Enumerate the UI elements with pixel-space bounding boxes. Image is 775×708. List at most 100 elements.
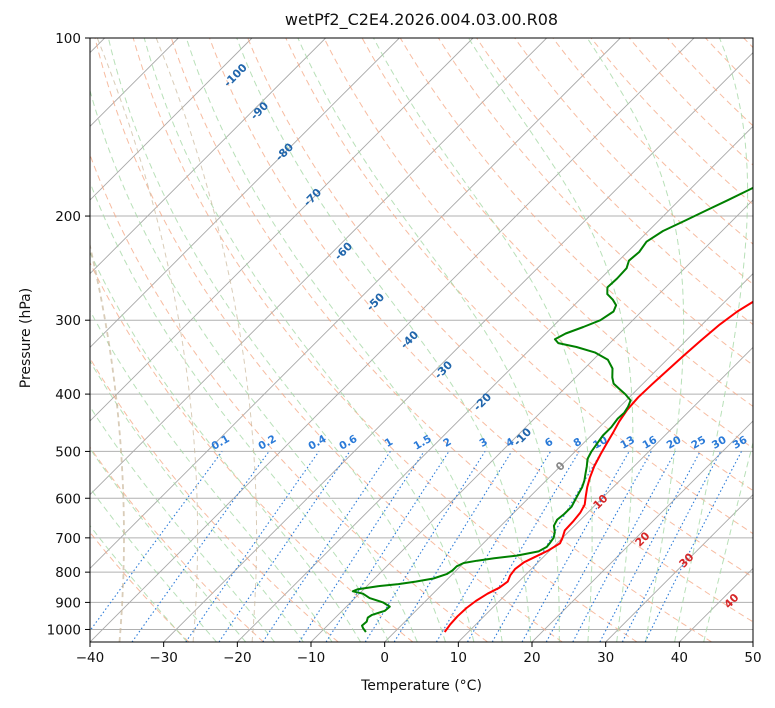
dry-adiabat-label: -80: [273, 140, 296, 163]
dry-adiabat: [361, 38, 753, 449]
mixing-ratio-line: [599, 451, 701, 642]
moist-adiabat: [297, 38, 560, 642]
mixing-ratio-line: [262, 451, 391, 642]
isotherm: [458, 346, 753, 642]
dry-adiabat: [399, 38, 753, 408]
isotherm: [90, 38, 400, 348]
dry-adiabat: [170, 38, 712, 642]
mixing-ratio-line: [298, 451, 425, 642]
dry-adiabat: [552, 38, 753, 245]
dry-adiabat: [209, 38, 753, 623]
x-tick-label: 40: [671, 650, 688, 666]
x-tick-label: 30: [597, 650, 614, 666]
mixing-ratio-label: 30: [710, 434, 729, 452]
mixing-ratio-label: 20: [665, 434, 684, 452]
mixing-ratio-line: [621, 451, 722, 642]
isotherm: [752, 641, 753, 642]
mixing-ratio-line: [467, 451, 580, 642]
moist-adiabat: [90, 309, 333, 642]
isotherm: [90, 38, 547, 496]
x-tick-label: −30: [149, 650, 178, 666]
mixing-ratio-line: [521, 451, 630, 642]
dry-adiabat-label: -90: [248, 99, 271, 122]
moist-adiabat-label: 10: [591, 492, 611, 512]
y-tick-label: 800: [55, 565, 81, 581]
dry-adiabat: [743, 38, 753, 49]
moist-adiabat: [703, 440, 753, 642]
saturated-adiabat-reference: [96, 38, 199, 642]
dry-adiabat: [285, 38, 753, 535]
background-lines: [90, 38, 753, 642]
mixing-ratio-line: [131, 451, 270, 642]
x-axis-label: Temperature (°C): [361, 678, 482, 694]
profiles: [351, 186, 753, 633]
mixing-ratio-line: [325, 451, 450, 642]
mixing-ratio-label: 0.1: [210, 433, 232, 453]
dry-adiabat-label: -40: [398, 328, 421, 351]
dry-adiabat-label: -60: [332, 239, 355, 262]
y-tick-label: 600: [55, 491, 81, 507]
isotherm: [90, 38, 179, 127]
y-tick-label: 500: [55, 444, 81, 460]
x-tick-label: −10: [297, 650, 326, 666]
y-tick-label: 1000: [47, 622, 81, 638]
mixing-ratio-line: [90, 451, 223, 632]
isotherm: [90, 38, 105, 54]
moist-adiabat: [143, 38, 475, 642]
y-tick-label: 100: [55, 31, 81, 47]
dry-adiabat: [90, 261, 414, 642]
x-tick-label: 0: [380, 650, 389, 666]
dry-adiabat: [476, 38, 753, 326]
dry-adiabat: [90, 446, 264, 642]
moist-adiabat: [236, 38, 532, 642]
axes: −40 −30 −20 −10 0 10 20 30 40 5010020030040050060…: [47, 31, 762, 666]
y-tick-label: 700: [55, 531, 81, 547]
moist-adiabat: [90, 251, 362, 642]
mixing-ratio-line: [572, 451, 676, 642]
moist-adiabat: [90, 447, 247, 642]
plot-frame: [89, 37, 754, 643]
temperature-profile: [443, 300, 753, 633]
saturated-adiabat-reference: [155, 38, 258, 642]
mixing-ratio-line: [545, 451, 652, 642]
dry-adiabat-label: -100: [221, 61, 250, 90]
mixing-ratio-label: 6: [543, 436, 555, 450]
moist-adiabat: [107, 38, 446, 642]
mixing-ratio-label: 36: [731, 434, 750, 452]
isotherm: [384, 273, 753, 642]
dry-adiabat: [90, 531, 190, 642]
moist-adiabat: [90, 360, 304, 642]
x-tick-label: 50: [744, 650, 761, 666]
mixing-ratio-line: [393, 451, 513, 642]
dry-adiabat: [323, 38, 753, 492]
dry-adiabat: [247, 38, 753, 578]
isotherm: [310, 199, 753, 642]
dry-adiabat: [132, 38, 638, 642]
dry-adiabat-label: -30: [432, 358, 455, 381]
x-tick-label: −20: [223, 650, 252, 666]
dry-adiabat: [705, 38, 753, 88]
dry-adiabat-label: -50: [364, 290, 387, 313]
moist-adiabat: [90, 181, 390, 642]
isotherm: [90, 38, 621, 569]
chart-title: wetPf2_C2E4.2026.004.03.00.R08: [284, 10, 559, 29]
moist-adiabat-label: 40: [722, 591, 742, 611]
moist-adiabat: [674, 38, 749, 642]
mixing-ratio-label: 3: [477, 436, 489, 450]
isotherm: [605, 494, 753, 642]
isotherm: [90, 38, 326, 275]
mixing-ratio-line: [218, 451, 351, 642]
mixing-ratio-line: [644, 451, 742, 642]
moist-adiabat: [185, 38, 503, 642]
dry-adiabat: [514, 38, 753, 285]
mixing-ratio-line: [364, 451, 486, 642]
mixing-ratio-line: [185, 451, 320, 642]
mixing-ratio-label: 16: [640, 434, 659, 452]
isotherm: [163, 52, 753, 642]
y-tick-label: 900: [55, 595, 81, 611]
mixing-ratio-label: 1: [383, 436, 395, 450]
y-tick-label: 200: [55, 209, 81, 225]
isotherm: [237, 125, 753, 642]
isotherm: [90, 38, 253, 201]
